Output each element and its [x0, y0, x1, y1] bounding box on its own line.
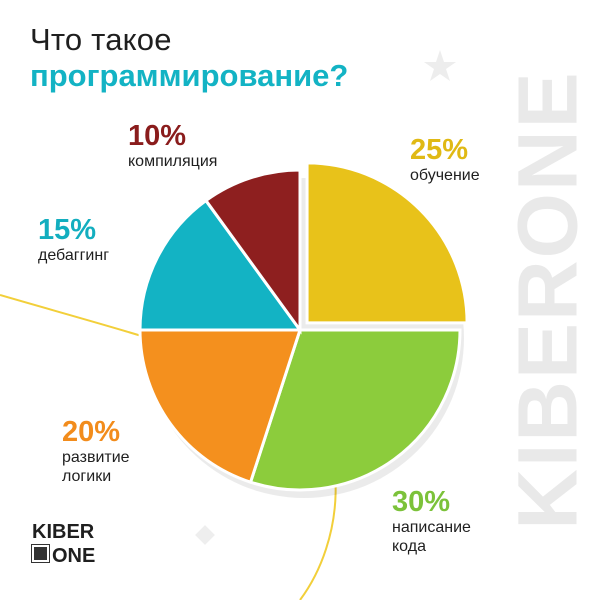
pie-slice-debugging	[138, 198, 303, 332]
label-coding-text-2: кода	[392, 538, 426, 555]
logo-line1: KIBER	[32, 521, 94, 543]
label-logic: 20% развитие логики	[62, 416, 130, 486]
label-logic-text-1: развитие	[62, 449, 130, 466]
label-learning: 25% обучение	[410, 134, 480, 185]
pie-slice-logic	[138, 328, 303, 485]
label-logic-pct: 20%	[62, 416, 121, 448]
decor-star-icon	[424, 50, 456, 81]
label-logic-text-2: логики	[62, 468, 112, 485]
label-coding-pct: 30%	[392, 486, 451, 518]
label-debugging: 15% дебаггинг	[38, 214, 109, 265]
label-debugging-text: дебаггинг	[38, 247, 110, 264]
pie-slice-compilation	[203, 168, 302, 335]
label-compilation-text: компиляция	[128, 153, 218, 170]
label-learning-pct: 25%	[410, 134, 469, 166]
qr-icon	[31, 544, 50, 563]
label-debugging-pct: 15%	[38, 214, 97, 246]
pie-slice-coding	[248, 328, 462, 492]
page-title-line1: Что такое	[30, 22, 172, 57]
label-coding-text-1: написание	[392, 519, 471, 536]
logo-line2: ONE	[52, 545, 96, 567]
label-coding: 30% написание кода	[392, 486, 471, 556]
brand-logo: KIBER ONE	[31, 521, 112, 569]
page-title-line2: программирование?	[30, 58, 349, 93]
label-compilation-pct: 10%	[128, 120, 187, 152]
logo-text-kiber: KIBER	[32, 521, 95, 543]
label-learning-text: обучение	[410, 167, 480, 184]
pie-slice-learning	[305, 161, 469, 325]
label-compilation: 10% компиляция	[128, 120, 217, 171]
